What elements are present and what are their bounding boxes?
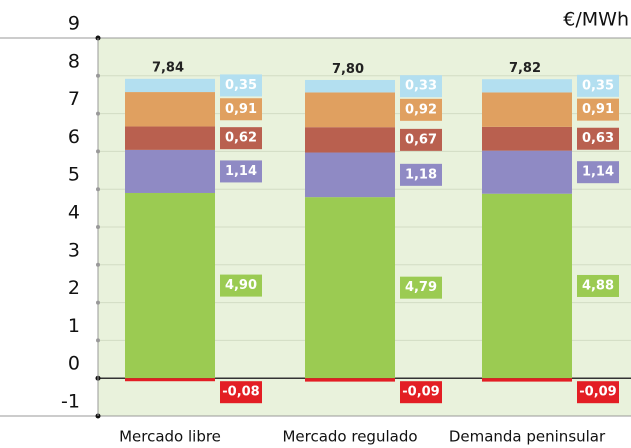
value-label: 4,79	[405, 280, 437, 295]
value-label: 0,35	[582, 78, 614, 93]
label-box	[400, 381, 442, 404]
bar-segment	[305, 79, 395, 93]
total-label: 7,80	[332, 62, 364, 77]
value-label: -0,09	[402, 385, 439, 400]
label-box	[577, 161, 619, 184]
value-label: -0,08	[222, 385, 259, 400]
bar-segment	[305, 378, 395, 382]
y-tick-label: 8	[68, 50, 80, 72]
bar-segment	[482, 79, 572, 93]
bar-segment	[482, 150, 572, 194]
value-label: 4,88	[582, 278, 614, 293]
value-label: 1,14	[582, 165, 614, 180]
bar-segment	[125, 126, 215, 150]
y-tick-label: -1	[61, 391, 80, 413]
value-label: 0,91	[225, 102, 257, 117]
value-label: 1,14	[225, 164, 257, 179]
label-box	[400, 128, 442, 151]
value-label: 0,62	[225, 131, 257, 146]
y-tick-label: 7	[68, 88, 80, 110]
label-box	[400, 98, 442, 121]
total-label: 7,84	[152, 60, 184, 75]
label-box	[400, 75, 442, 98]
x-tick-label: Demanda peninsular	[449, 428, 606, 446]
bar-segment	[125, 192, 215, 379]
label-box	[577, 98, 619, 121]
bar-segment	[482, 193, 572, 379]
x-tick-label: Mercado regulado	[282, 428, 417, 446]
y-tick-label: 3	[68, 239, 80, 261]
unit-label: €/MWh	[563, 9, 629, 31]
total-label: 7,82	[509, 61, 541, 76]
value-label: 0,63	[582, 131, 614, 146]
label-box	[577, 74, 619, 97]
bar-segment	[125, 78, 215, 93]
value-label: 4,90	[225, 278, 257, 293]
bar-segment	[305, 127, 395, 153]
bar-segment	[125, 92, 215, 127]
bar-segment	[482, 126, 572, 151]
label-box	[400, 163, 442, 186]
value-label: 0,33	[405, 79, 437, 94]
bar-segment	[125, 378, 215, 382]
label-box	[400, 276, 442, 299]
label-box	[220, 74, 262, 97]
bar-segment	[482, 378, 572, 382]
label-box	[577, 274, 619, 297]
y-tick-label: 9	[68, 13, 80, 35]
label-box	[220, 127, 262, 150]
y-tick-label: 4	[68, 202, 80, 224]
label-box	[220, 274, 262, 297]
bar-segment	[305, 92, 395, 128]
label-box	[220, 160, 262, 183]
y-tick-label: 0	[68, 353, 80, 375]
value-label: 0,67	[405, 132, 437, 147]
value-label: 1,18	[405, 167, 437, 182]
bar-segment	[125, 149, 215, 193]
label-box	[220, 381, 262, 404]
bar-segment	[482, 92, 572, 127]
label-box	[577, 381, 619, 404]
y-tick-label: 6	[68, 126, 80, 148]
label-box	[220, 98, 262, 121]
x-tick-label: Mercado libre	[119, 428, 221, 446]
bar-segment	[305, 152, 395, 198]
y-tick-label: 1	[68, 315, 80, 337]
value-label: 0,35	[225, 78, 257, 93]
y-tick-label: 5	[68, 164, 80, 186]
label-box	[577, 127, 619, 150]
value-label: 0,91	[582, 102, 614, 117]
value-label: -0,09	[579, 385, 616, 400]
y-tick-label: 2	[68, 277, 80, 299]
value-label: 0,92	[405, 102, 437, 117]
bar-segment	[305, 197, 395, 379]
